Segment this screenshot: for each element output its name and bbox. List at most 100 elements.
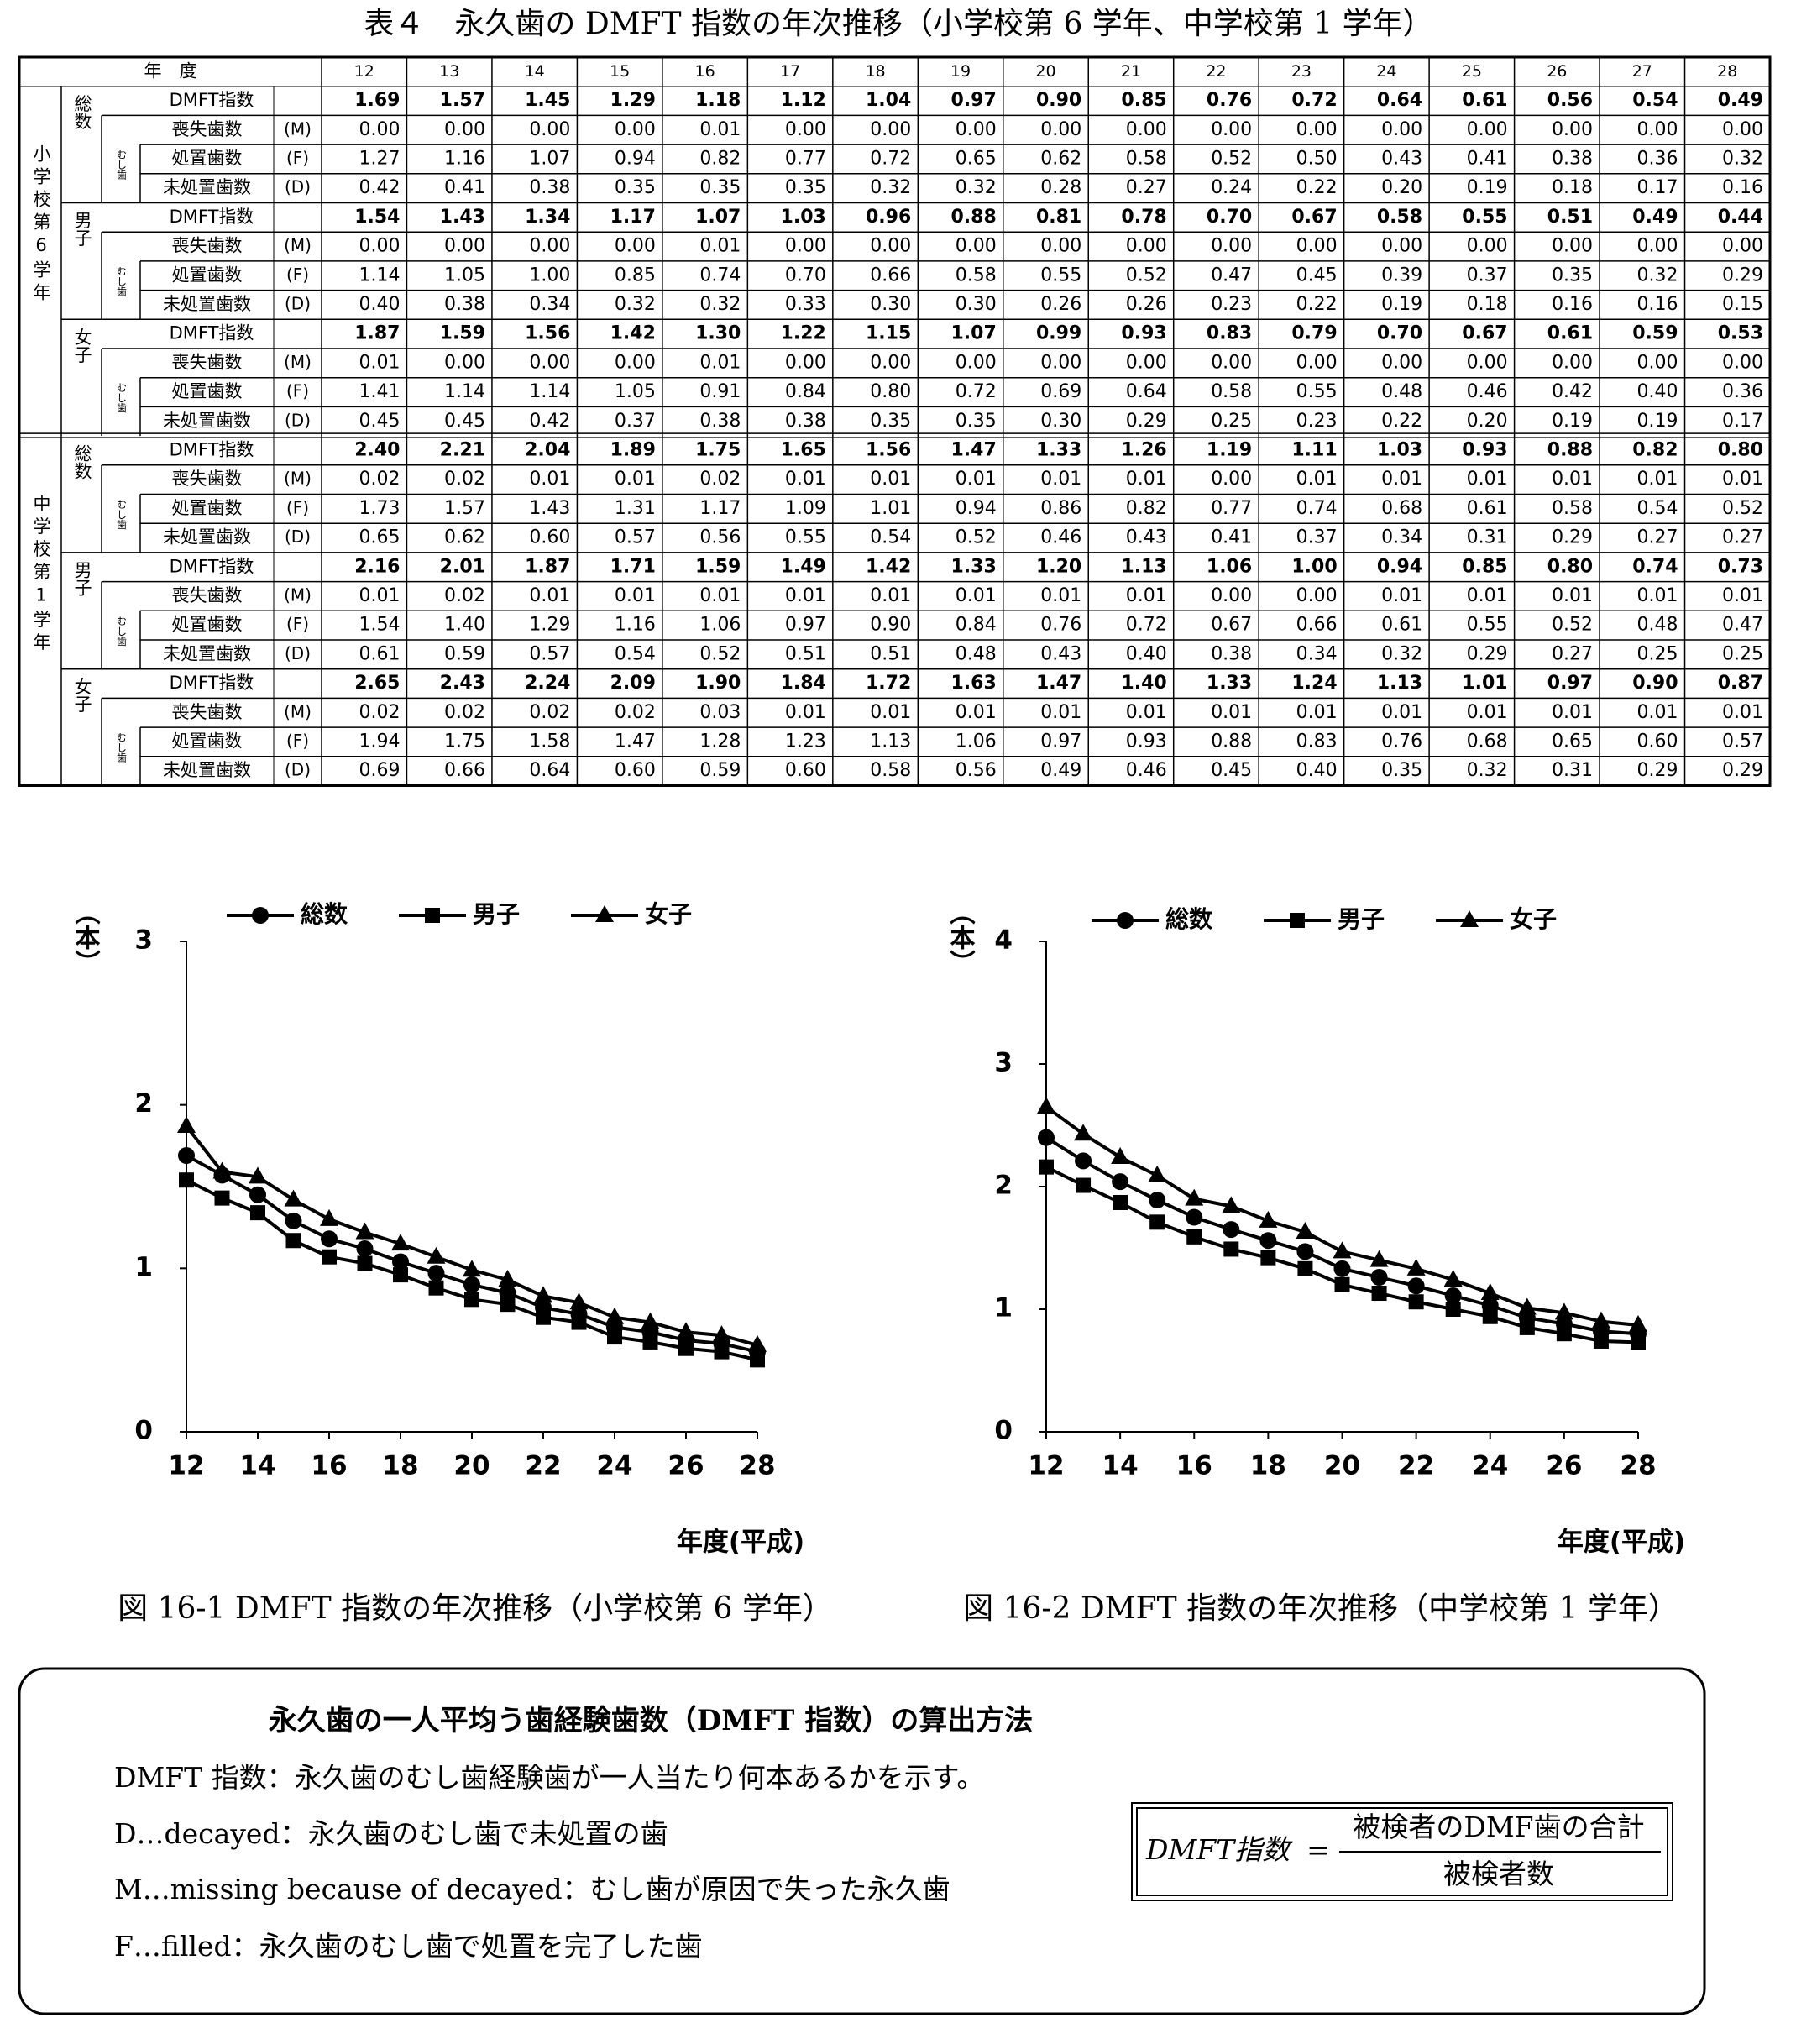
marker — [250, 1205, 265, 1221]
cell-value: 0.60 — [785, 760, 826, 781]
cell-value: 0.70 — [785, 265, 826, 286]
cell-value: 1.69 — [354, 90, 400, 111]
caries-label: むし歯 — [116, 266, 128, 296]
cell-value: 0.49 — [1718, 90, 1763, 111]
cell-value: 0.00 — [1296, 236, 1338, 257]
cell-value: 1.40 — [444, 615, 485, 636]
cell-value: 0.00 — [615, 352, 656, 373]
cell-value: 0.94 — [1377, 556, 1422, 577]
cell-value: 0.01 — [699, 119, 741, 140]
cell-value: 0.01 — [870, 702, 911, 723]
marker — [498, 1269, 517, 1287]
cell-value: 0.00 — [1211, 585, 1252, 606]
cell-value: 0.01 — [1467, 469, 1508, 490]
cell-value: 0.01 — [1381, 702, 1422, 723]
year-label: 17 — [780, 62, 800, 81]
marker — [355, 1222, 374, 1240]
cell-value: 0.17 — [1722, 411, 1763, 432]
cell-value: 0.55 — [785, 527, 826, 548]
marker — [712, 1325, 731, 1343]
cell-value: 0.35 — [1552, 265, 1593, 286]
cell-value: 0.00 — [1552, 236, 1593, 257]
cell-value: 0.60 — [529, 527, 570, 548]
cell-value: 0.64 — [529, 760, 570, 781]
cell-value: 0.76 — [1381, 731, 1422, 752]
cell-value: 0.01 — [1381, 585, 1422, 606]
cell-value: 0.00 — [785, 352, 826, 373]
cell-value: 0.18 — [1467, 294, 1508, 315]
cell-value: 1.90 — [695, 673, 741, 694]
year-label: 24 — [1376, 62, 1396, 81]
cell-value: 0.25 — [1722, 643, 1763, 664]
cell-value: 2.09 — [610, 673, 656, 694]
cell-value: 0.51 — [870, 643, 911, 664]
cell-value: 1.06 — [1207, 556, 1252, 577]
cell-value: 0.54 — [1632, 90, 1678, 111]
cell-value: 0.40 — [1637, 381, 1678, 402]
cell-value: 0.02 — [444, 585, 485, 606]
year-label: 15 — [610, 62, 630, 81]
cell-value: 0.32 — [1381, 643, 1422, 664]
cell-value: 0.59 — [444, 643, 485, 664]
cell-value: 0.34 — [1381, 527, 1422, 548]
y-axis-label: （本） — [71, 899, 101, 975]
row-label: 喪失歯数 — [172, 585, 243, 605]
row-label: 処置歯数 — [172, 265, 243, 285]
note-line: DMFT 指数：永久歯のむし歯経験歯が一人当たり何本あるかを示す。 — [114, 1761, 984, 1794]
cell-value: 0.16 — [1637, 294, 1678, 315]
cell-value: 0.00 — [1296, 352, 1338, 373]
cell-value: 0.00 — [956, 236, 997, 257]
cell-value: 0.51 — [785, 643, 826, 664]
cell-value: 0.01 — [359, 585, 400, 606]
cell-value: 1.19 — [1207, 439, 1252, 460]
row-code: (D) — [285, 177, 311, 197]
marker — [393, 1267, 408, 1283]
cell-value: 1.15 — [866, 323, 911, 344]
cell-value: 0.00 — [1296, 119, 1338, 140]
cell-value: 0.32 — [1637, 265, 1678, 286]
cell-value: 0.00 — [1467, 119, 1508, 140]
note-line: F…filled：永久歯のむし歯で処置を完了した歯 — [114, 1930, 703, 1963]
x-tick-label: 20 — [1324, 1451, 1360, 1481]
cell-value: 1.47 — [950, 439, 996, 460]
cell-value: 0.41 — [1211, 527, 1252, 548]
cell-value: 0.18 — [1552, 177, 1593, 198]
cell-value: 0.01 — [1126, 585, 1167, 606]
marker — [425, 908, 440, 923]
cell-value: 0.85 — [1462, 556, 1507, 577]
marker — [1075, 1152, 1092, 1170]
cell-value: 0.19 — [1467, 177, 1508, 198]
cell-value: 2.01 — [440, 556, 485, 577]
chart-caption: 図 16-1 DMFT 指数の年次推移（小学校第 6 学年） — [118, 1591, 833, 1626]
cell-value: 0.01 — [615, 469, 656, 490]
cell-value: 0.01 — [785, 585, 826, 606]
cell-value: 1.56 — [866, 439, 911, 460]
x-tick-label: 14 — [1102, 1451, 1139, 1481]
cell-value: 0.74 — [1296, 498, 1338, 519]
x-tick-label: 14 — [239, 1451, 275, 1481]
cell-value: 0.45 — [444, 411, 485, 432]
cell-value: 1.22 — [781, 323, 826, 344]
marker — [249, 1186, 266, 1203]
marker — [607, 1329, 622, 1345]
cell-value: 0.00 — [870, 236, 911, 257]
cell-value: 0.48 — [956, 643, 997, 664]
cell-value: 0.45 — [359, 411, 400, 432]
cell-value: 0.00 — [1040, 352, 1081, 373]
cell-value: 0.70 — [1207, 207, 1252, 228]
cell-value: 1.75 — [444, 731, 485, 752]
cell-value: 1.01 — [1462, 673, 1507, 694]
cell-value: 1.47 — [615, 731, 656, 752]
y-tick-label: 3 — [134, 925, 153, 956]
cell-value: 0.01 — [1467, 585, 1508, 606]
cell-value: 0.67 — [1462, 323, 1507, 344]
cell-value: 1.16 — [615, 615, 656, 636]
row-label: DMFT指数 — [170, 439, 254, 459]
row-label: DMFT指数 — [170, 673, 254, 693]
marker — [1629, 1314, 1647, 1332]
marker — [1185, 1188, 1204, 1206]
x-tick-label: 24 — [1472, 1451, 1508, 1481]
cell-value: 1.59 — [695, 556, 741, 577]
marker — [1371, 1286, 1387, 1302]
marker — [1369, 1250, 1389, 1267]
